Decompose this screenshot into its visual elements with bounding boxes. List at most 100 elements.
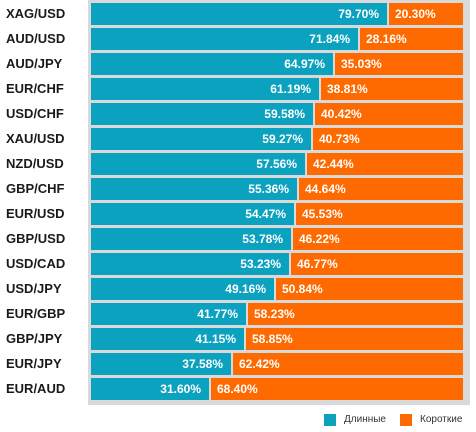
category-label: NZD/USD <box>6 156 64 171</box>
bar-short-value-label: 20.30% <box>395 7 436 21</box>
chart-row: EUR/JPY 37.58% 62.42% <box>0 353 476 375</box>
bar-short <box>211 378 463 400</box>
bar-short <box>299 178 463 200</box>
legend-swatch-long <box>324 414 336 426</box>
category-label: USD/CHF <box>6 106 64 121</box>
chart-row: USD/CHF 59.58% 40.42% <box>0 103 476 125</box>
category-label: AUD/USD <box>6 31 66 46</box>
chart-row: EUR/AUD 31.60% 68.40% <box>0 378 476 400</box>
bar-long <box>91 3 387 25</box>
category-label: EUR/USD <box>6 206 65 221</box>
bar-long <box>91 53 333 75</box>
chart-row: EUR/CHF 61.19% 38.81% <box>0 78 476 100</box>
category-label: EUR/CHF <box>6 81 64 96</box>
bar-long <box>91 103 313 125</box>
bar-short-value-label: 50.84% <box>282 282 323 296</box>
bar-short-value-label: 40.42% <box>321 107 362 121</box>
bar-long <box>91 153 305 175</box>
bar-long-value-label: 57.56% <box>256 157 297 171</box>
bar-short <box>321 78 463 100</box>
bar-short <box>233 353 463 375</box>
chart-row: XAU/USD 59.27% 40.73% <box>0 128 476 150</box>
category-label: EUR/AUD <box>6 381 66 396</box>
bar-long <box>91 303 246 325</box>
chart-row: USD/JPY 49.16% 50.84% <box>0 278 476 300</box>
bar-short <box>360 28 463 50</box>
bar-long-value-label: 53.23% <box>240 257 281 271</box>
bar-long <box>91 78 319 100</box>
bar-long-value-label: 54.47% <box>245 207 286 221</box>
bar-long-value-label: 59.58% <box>264 107 305 121</box>
category-label: XAG/USD <box>6 6 66 21</box>
chart-row: NZD/USD 57.56% 42.44% <box>0 153 476 175</box>
legend-label-long: Длинные <box>344 414 386 425</box>
category-label: EUR/GBP <box>6 306 66 321</box>
bar-long-value-label: 59.27% <box>262 132 303 146</box>
bar-long <box>91 228 291 250</box>
bar-long <box>91 203 294 225</box>
bar-long-value-label: 41.15% <box>195 332 236 346</box>
chart-legend: Длинные Короткие <box>324 414 474 428</box>
bar-long <box>91 128 311 150</box>
bar-short <box>335 53 463 75</box>
bar-short-value-label: 45.53% <box>302 207 343 221</box>
bar-long <box>91 328 244 350</box>
category-label: XAU/USD <box>6 131 65 146</box>
bar-long-value-label: 55.36% <box>248 182 289 196</box>
bar-short-value-label: 44.64% <box>305 182 346 196</box>
bar-long <box>91 378 209 400</box>
legend-label-short: Короткие <box>420 414 463 425</box>
bar-short <box>296 203 463 225</box>
chart-row: AUD/JPY 64.97% 35.03% <box>0 53 476 75</box>
bar-short-value-label: 28.16% <box>366 32 407 46</box>
bar-short-value-label: 58.85% <box>252 332 293 346</box>
bar-long-value-label: 41.77% <box>197 307 238 321</box>
bar-short <box>276 278 463 300</box>
chart-row: GBP/CHF 55.36% 44.64% <box>0 178 476 200</box>
bar-long <box>91 28 358 50</box>
category-label: GBP/USD <box>6 231 66 246</box>
category-label: EUR/JPY <box>6 356 62 371</box>
legend-swatch-short <box>400 414 412 426</box>
bar-short-value-label: 42.44% <box>313 157 354 171</box>
chart-row: GBP/USD 53.78% 46.22% <box>0 228 476 250</box>
bar-short <box>293 228 463 250</box>
bar-short <box>313 128 463 150</box>
chart-row: EUR/USD 54.47% 45.53% <box>0 203 476 225</box>
bar-long <box>91 353 231 375</box>
chart-row: EUR/GBP 41.77% 58.23% <box>0 303 476 325</box>
bar-short-value-label: 35.03% <box>341 57 382 71</box>
bar-short-value-label: 40.73% <box>319 132 360 146</box>
bar-long-value-label: 37.58% <box>182 357 223 371</box>
bar-long <box>91 278 274 300</box>
bar-long-value-label: 64.97% <box>284 57 325 71</box>
bar-short <box>246 328 463 350</box>
bar-short-value-label: 38.81% <box>327 82 368 96</box>
bar-long-value-label: 31.60% <box>160 382 201 396</box>
bar-long-value-label: 79.70% <box>338 7 379 21</box>
bar-short <box>315 103 463 125</box>
bar-short-value-label: 62.42% <box>239 357 280 371</box>
bar-short <box>291 253 463 275</box>
bar-short <box>248 303 463 325</box>
bar-short <box>389 3 463 25</box>
bar-long-value-label: 53.78% <box>242 232 283 246</box>
category-label: USD/CAD <box>6 256 66 271</box>
chart-row: XAG/USD 79.70% 20.30% <box>0 3 476 25</box>
chart-row: GBP/JPY 41.15% 58.85% <box>0 328 476 350</box>
bar-short-value-label: 46.22% <box>299 232 340 246</box>
bar-short <box>307 153 463 175</box>
bar-long <box>91 178 297 200</box>
category-label: AUD/JPY <box>6 56 63 71</box>
bar-long-value-label: 71.84% <box>309 32 350 46</box>
bar-short-value-label: 46.77% <box>297 257 338 271</box>
bar-short-value-label: 58.23% <box>254 307 295 321</box>
bar-long <box>91 253 289 275</box>
chart-row: USD/CAD 53.23% 46.77% <box>0 253 476 275</box>
bar-long-value-label: 49.16% <box>225 282 266 296</box>
category-label: USD/JPY <box>6 281 62 296</box>
chart-row: AUD/USD 71.84% 28.16% <box>0 28 476 50</box>
bar-long-value-label: 61.19% <box>270 82 311 96</box>
category-label: GBP/CHF <box>6 181 65 196</box>
